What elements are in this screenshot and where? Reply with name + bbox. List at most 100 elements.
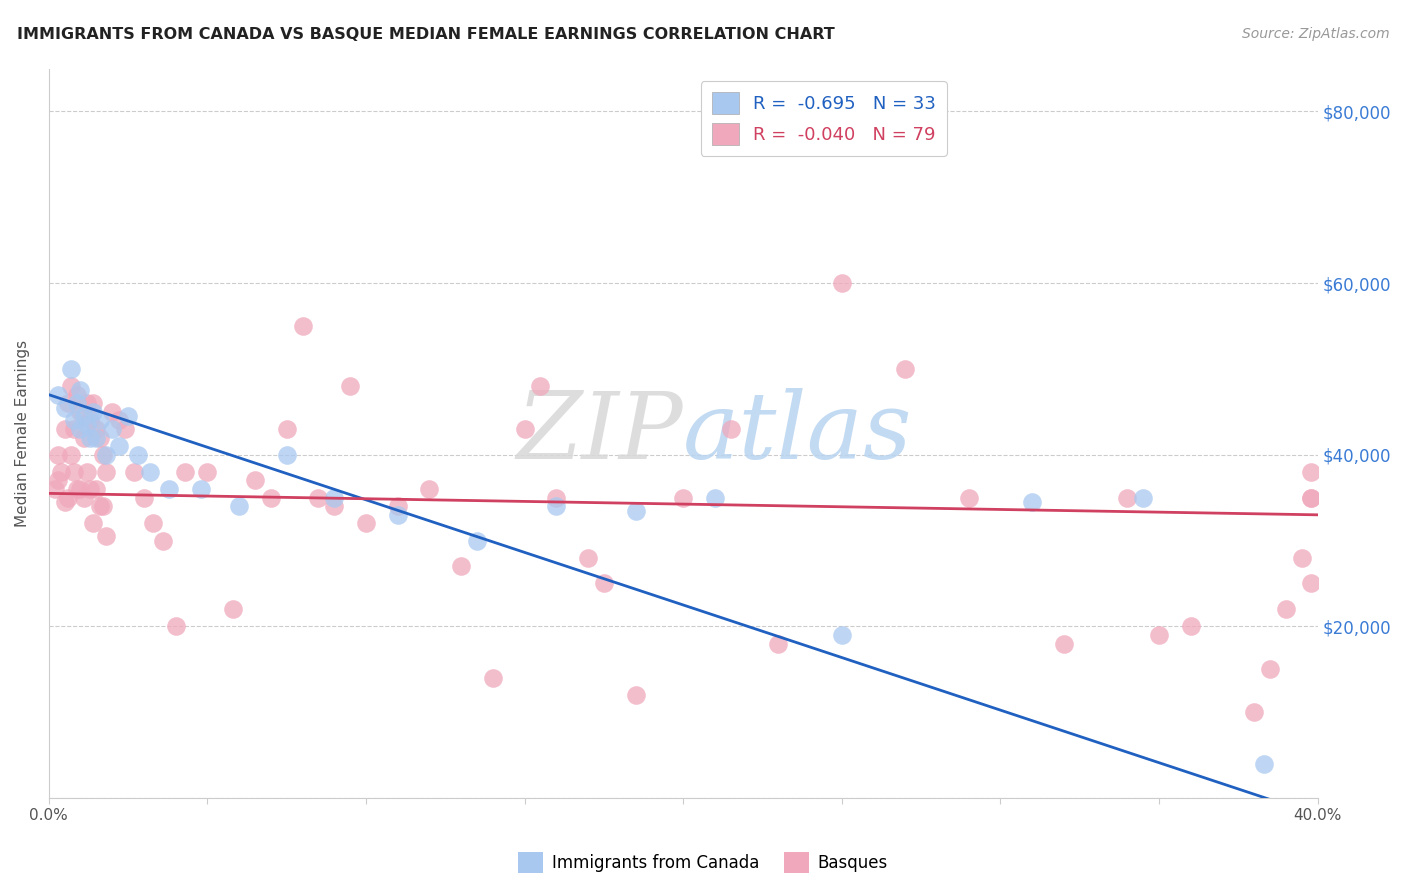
Point <box>53 495 76 509</box>
Point <box>72 491 94 505</box>
Point <box>546 500 568 514</box>
Point <box>69 405 91 419</box>
Point <box>190 482 212 496</box>
Point <box>132 491 155 505</box>
Point <box>56 396 79 410</box>
Point <box>260 491 283 505</box>
Legend: R =  -0.695   N = 33, R =  -0.040   N = 79: R = -0.695 N = 33, R = -0.040 N = 79 <box>700 81 946 156</box>
Point <box>89 431 111 445</box>
Point <box>465 533 488 548</box>
Point <box>59 362 82 376</box>
Point <box>66 396 89 410</box>
Point <box>53 422 76 436</box>
Point <box>114 422 136 436</box>
Point <box>672 491 695 505</box>
Point <box>1291 550 1313 565</box>
Point <box>1180 619 1202 633</box>
Point <box>1021 495 1043 509</box>
Point <box>1301 465 1323 479</box>
Point <box>94 448 117 462</box>
Point <box>69 422 91 436</box>
Point <box>94 465 117 479</box>
Point <box>86 431 108 445</box>
Point <box>89 500 111 514</box>
Point <box>576 550 599 565</box>
Point <box>450 559 472 574</box>
Point <box>44 482 66 496</box>
Point <box>82 396 104 410</box>
Point <box>76 396 98 410</box>
Point <box>1301 491 1323 505</box>
Point <box>46 387 69 401</box>
Point <box>418 482 440 496</box>
Point <box>482 671 505 685</box>
Point <box>72 431 94 445</box>
Point <box>768 636 790 650</box>
Point <box>546 491 568 505</box>
Point <box>91 448 114 462</box>
Point <box>243 474 266 488</box>
Point <box>94 529 117 543</box>
Text: atlas: atlas <box>683 388 912 478</box>
Legend: Immigrants from Canada, Basques: Immigrants from Canada, Basques <box>512 846 894 880</box>
Point <box>76 417 98 432</box>
Point <box>101 422 124 436</box>
Point <box>174 465 197 479</box>
Y-axis label: Median Female Earnings: Median Female Earnings <box>15 340 30 527</box>
Point <box>157 482 180 496</box>
Text: Source: ZipAtlas.com: Source: ZipAtlas.com <box>1241 27 1389 41</box>
Point <box>1132 491 1154 505</box>
Point <box>291 318 314 333</box>
Point <box>276 448 298 462</box>
Point <box>63 465 86 479</box>
Point <box>101 405 124 419</box>
Point <box>86 482 108 496</box>
Point <box>387 508 409 522</box>
Point <box>107 439 129 453</box>
Point <box>53 401 76 415</box>
Point <box>79 482 101 496</box>
Point <box>63 413 86 427</box>
Point <box>59 379 82 393</box>
Point <box>624 503 647 517</box>
Point <box>69 384 91 398</box>
Point <box>323 491 346 505</box>
Point <box>91 500 114 514</box>
Point <box>831 628 853 642</box>
Point <box>1258 662 1281 676</box>
Point <box>354 516 377 531</box>
Point <box>228 500 250 514</box>
Point <box>165 619 187 633</box>
Point <box>56 491 79 505</box>
Point <box>59 448 82 462</box>
Point <box>592 576 614 591</box>
Point <box>89 413 111 427</box>
Point <box>720 422 742 436</box>
Point <box>107 413 129 427</box>
Point <box>624 688 647 702</box>
Point <box>1243 705 1265 719</box>
Point <box>1301 491 1323 505</box>
Text: IMMIGRANTS FROM CANADA VS BASQUE MEDIAN FEMALE EARNINGS CORRELATION CHART: IMMIGRANTS FROM CANADA VS BASQUE MEDIAN … <box>17 27 835 42</box>
Point <box>76 465 98 479</box>
Point <box>69 482 91 496</box>
Point <box>1116 491 1139 505</box>
Point <box>894 362 917 376</box>
Point <box>276 422 298 436</box>
Point <box>1253 756 1275 771</box>
Point <box>63 422 86 436</box>
Point <box>139 465 162 479</box>
Point <box>79 431 101 445</box>
Point <box>86 422 108 436</box>
Point <box>1301 576 1323 591</box>
Point <box>529 379 551 393</box>
Text: ZIP: ZIP <box>516 388 683 478</box>
Point <box>831 276 853 290</box>
Point <box>307 491 329 505</box>
Point <box>513 422 536 436</box>
Point <box>82 405 104 419</box>
Point <box>127 448 149 462</box>
Point <box>222 602 245 616</box>
Point <box>72 409 94 424</box>
Point <box>152 533 174 548</box>
